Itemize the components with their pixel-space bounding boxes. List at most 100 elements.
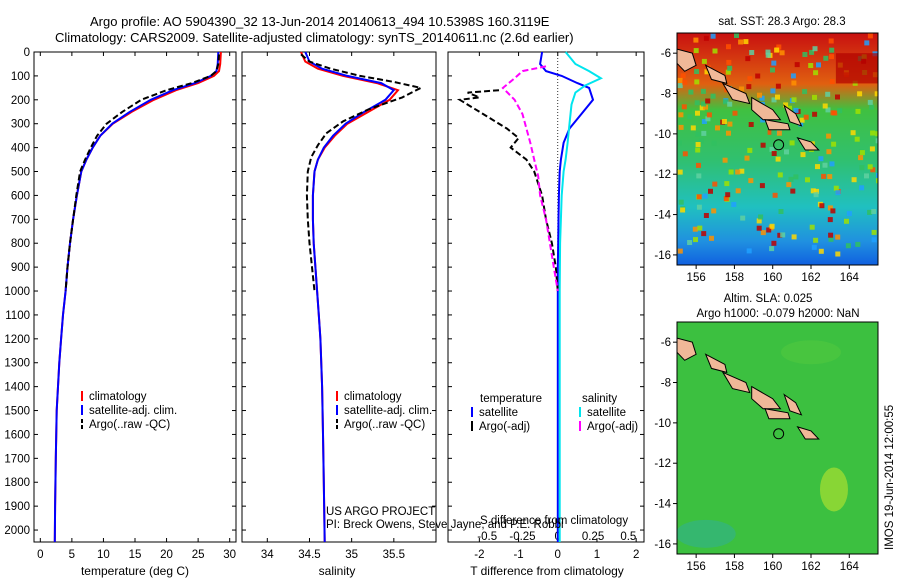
legend-label: climatology [89, 391, 147, 403]
depth-tick-label: 1200 [4, 334, 30, 346]
island [677, 337, 697, 361]
salinity-profile-panel: 34 34.5 35 35.5 climatology satellite-adj. cl… [241, 51, 437, 561]
depth-tick-label: 600 [11, 190, 30, 202]
map-ytick-label: -10 [654, 129, 671, 141]
salinity-xtick-label: 35.5 [383, 549, 405, 561]
map-sst-field [677, 33, 878, 265]
sst-map-title: sat. SST: 28.3 Argo: 28.3 [718, 16, 845, 28]
salinity-xtick-label: 34 [261, 549, 274, 561]
legend-label: satellite [587, 407, 626, 419]
depth-tick-label: 1300 [4, 358, 30, 370]
depth-tick-label: 1900 [4, 501, 30, 513]
salinity-series-satellite-adj-clim- [304, 51, 396, 543]
legend-label: satellite [479, 407, 518, 419]
map-ytick-label: -6 [661, 337, 671, 349]
depth-tick-label: 1000 [4, 286, 30, 298]
sla-map-panel: 156 158 160 162 164 -6 -8 -10 -12 -14 -16 [654, 321, 879, 573]
map-ytick-label: -10 [654, 418, 671, 430]
island [677, 48, 697, 72]
island [764, 408, 791, 420]
legend-label: satellite-adj. clim. [344, 405, 432, 417]
map-sla-field [677, 322, 878, 554]
temperature-plot-frame [33, 51, 237, 543]
depth-tick-label: 2000 [4, 525, 30, 537]
map-xtick-label: 158 [725, 272, 744, 284]
difference-series-s-argo-adj- [501, 65, 559, 292]
legend-label: Argo(..raw -QC) [89, 419, 170, 431]
map-ytick-label: -12 [654, 458, 671, 470]
salinity-xlabel: salinity [319, 564, 356, 578]
map-sla-frame [676, 321, 879, 555]
map-xtick-label: 162 [801, 272, 820, 284]
temperature-xtick-label: 20 [160, 549, 173, 561]
map-xtick-label: 162 [801, 561, 820, 573]
island [796, 137, 820, 151]
depth-tick-label: 100 [11, 71, 30, 83]
map-xtick-label: 156 [687, 561, 706, 573]
difference-series-t-satellite [539, 51, 595, 542]
difference-top-xtick-label: -0.25 [509, 531, 535, 543]
map-xtick-label: 160 [763, 561, 782, 573]
difference-xlabel-top: S difference from climatology [480, 515, 628, 527]
temperature-xtick-label: 30 [223, 549, 236, 561]
island [704, 64, 728, 85]
island [796, 426, 820, 440]
depth-tick-label: 700 [11, 214, 30, 226]
difference-plot-frame [447, 51, 645, 543]
salinity-plot-frame [241, 51, 437, 543]
difference-xtick-label: 2 [633, 549, 639, 561]
legend-label: Argo(..raw -QC) [344, 419, 425, 431]
legend-title-salinity: salinity [582, 393, 617, 405]
temperature-series-argo-raw-qc- [64, 54, 220, 292]
depth-tick-label: 1700 [4, 453, 30, 465]
island [751, 385, 782, 410]
temperature-xtick-label: 15 [129, 549, 142, 561]
map-ytick-label: -8 [661, 89, 671, 101]
legend-label: satellite-adj. clim. [89, 405, 177, 417]
legend-label: Argo(-adj) [587, 421, 638, 433]
depth-tick-label: 800 [11, 238, 30, 250]
legend-label: Argo(-adj) [479, 421, 530, 433]
sla-map-title-1: Altim. SLA: 0.025 [724, 293, 813, 305]
depth-tick-label: 200 [11, 95, 30, 107]
difference-xlabel: T difference from climatology [470, 564, 624, 578]
temperature-xtick-label: 0 [37, 549, 43, 561]
difference-xtick-label: 1 [594, 549, 600, 561]
map-xtick-label: 160 [763, 272, 782, 284]
map-ytick-label: -6 [661, 48, 671, 60]
map-xtick-label: 164 [840, 561, 860, 573]
depth-tick-label: 900 [11, 262, 30, 274]
depth-tick-label: 300 [11, 119, 30, 131]
depth-tick-label: 1500 [4, 406, 30, 418]
island [764, 119, 791, 131]
depth-tick-label: 1100 [5, 310, 30, 322]
map-ytick-label: -8 [661, 378, 671, 390]
salinity-series-argo-raw-qc- [300, 53, 424, 292]
sla-map-title-2: Argo h1000: -0.079 h2000: NaN [696, 308, 859, 320]
legend-label: climatology [344, 391, 402, 403]
project-annotation-2: PI: Breck Owens, Steve Jayne, and P.E. R… [326, 519, 564, 531]
difference-series-s-satellite [558, 51, 604, 542]
project-annotation-1: US ARGO PROJECT [326, 506, 435, 518]
header-line-1: Argo profile: AO 5904390_32 13-Jun-2014 … [90, 14, 550, 29]
difference-top-xtick-label: 0.5 [620, 531, 636, 543]
difference-xtick-label: -2 [474, 549, 484, 561]
difference-top-xtick-label: 0.25 [582, 531, 604, 543]
temperature-xtick-label: 10 [97, 549, 110, 561]
map-ytick-label: -16 [654, 250, 671, 262]
island [751, 96, 782, 121]
temperature-xtick-label: 25 [192, 549, 205, 561]
depth-tick-label: 0 [24, 47, 30, 59]
map-ytick-label: -16 [654, 539, 671, 551]
island [704, 353, 728, 374]
temperature-series-satellite-adj-clim- [53, 51, 220, 543]
map-xtick-label: 156 [687, 272, 706, 284]
map-ytick-label: -14 [654, 499, 671, 511]
salinity-xtick-label: 35 [345, 549, 358, 561]
depth-tick-label: 1600 [4, 429, 30, 441]
legend-title-temperature: temperature [480, 393, 542, 405]
float-position-marker [773, 139, 785, 151]
difference-xtick-label: 0 [555, 549, 561, 561]
